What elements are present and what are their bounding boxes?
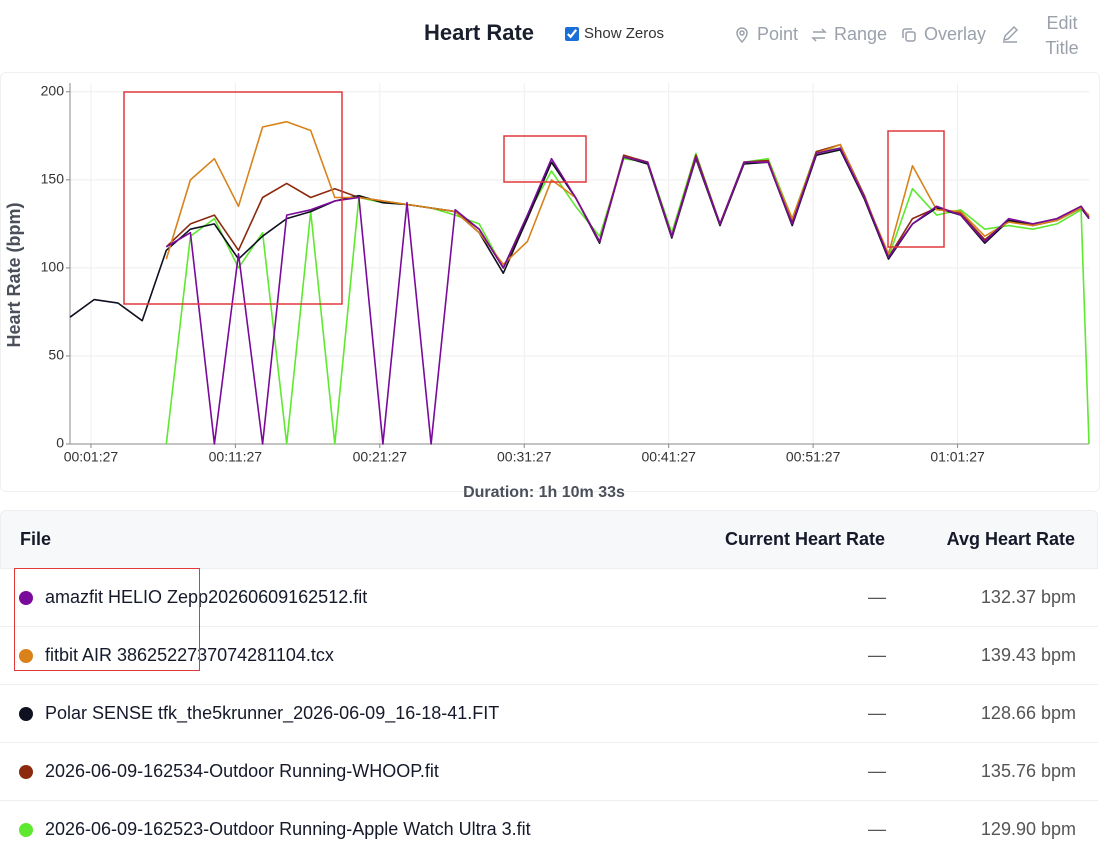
y-axis-label: Heart Rate (bpm)	[4, 202, 24, 347]
point-button[interactable]: Point	[733, 24, 798, 45]
toolbar: Heart Rate Show Zeros Point Range Overla…	[0, 0, 1110, 70]
label: Point	[757, 24, 799, 44]
file-name: fitbit AIR 3862522737074281104.tcx	[45, 645, 334, 665]
table-row[interactable]: Polar SENSE tfk_the5krunner_2026-06-09_1…	[0, 685, 1098, 743]
current-cell: —	[868, 761, 886, 781]
icon	[902, 27, 916, 42]
table-row[interactable]: amazfit HELIO Zepp20260609162512.fit — 132…	[0, 569, 1098, 627]
x-tick-label: 01:01:27	[930, 449, 985, 465]
file-name: 2026-06-09-162523-Outdoor Running-Apple …	[45, 819, 531, 839]
header-cell: File	[20, 529, 52, 549]
overlay-button[interactable]: Overlay	[900, 24, 986, 45]
file-cell: Polar SENSE tfk_the5krunner_2026-06-09_1…	[19, 685, 499, 742]
avg-cell: 132.37 bpm	[980, 587, 1076, 607]
table-row[interactable]: fitbit AIR 3862522737074281104.tcx — 139.4…	[0, 627, 1098, 685]
avg-cell: 135.76 bpm	[980, 761, 1076, 781]
annotation-box	[503, 135, 587, 183]
x-tick-label: 00:41:27	[641, 449, 696, 465]
color-dot	[19, 590, 33, 605]
checkbox[interactable]	[565, 26, 579, 41]
header-cell: Current Heart Rate	[724, 529, 885, 549]
series-line	[165, 143, 1090, 269]
file-cell: 2026-06-09-162523-Outdoor Running-Apple …	[19, 801, 531, 846]
x-tick-label: 00:01:27	[64, 449, 119, 465]
avg-cell: 128.66 bpm	[980, 703, 1076, 723]
y-tick-label: 100	[41, 259, 65, 275]
annotation-box	[123, 91, 343, 305]
current-cell: —	[868, 819, 886, 839]
edit-icon[interactable]	[1000, 24, 1020, 44]
table-row[interactable]: 2026-06-09-162523-Outdoor Running-Apple …	[0, 801, 1098, 846]
file-cell: fitbit AIR 3862522737074281104.tcx	[19, 627, 334, 684]
file-table: File Current Heart Rate Avg Heart Rate a…	[0, 510, 1098, 846]
table-row[interactable]: 2026-06-09-162534-Outdoor Running-WHOOP.…	[0, 743, 1098, 801]
avg-cell: 129.90 bpm	[980, 819, 1076, 839]
series-line	[165, 120, 1090, 266]
x-tick-label: 00:11:27	[209, 449, 263, 465]
icon	[736, 26, 748, 43]
show-zeros-toggle[interactable]: Show Zeros	[565, 25, 664, 42]
chart-title: Heart Rate	[424, 20, 535, 45]
label: Overlay	[924, 24, 987, 44]
color-dot	[19, 822, 33, 837]
chart-card	[0, 72, 1100, 492]
label: Range	[834, 24, 888, 44]
label: Show Zeros	[584, 25, 665, 42]
y-tick-label: 0	[56, 435, 64, 451]
current-cell: —	[868, 645, 886, 665]
y-tick-label: 150	[41, 171, 65, 187]
y-tick-label: 200	[41, 83, 65, 99]
x-tick-label: 00:21:27	[353, 449, 408, 465]
avg-cell: 139.43 bpm	[980, 645, 1076, 665]
x-tick-label: 00:51:27	[786, 449, 841, 465]
x-axis-label: Duration: 1h 10m 33s	[463, 484, 625, 501]
header-cell: Avg Heart Rate	[946, 529, 1075, 549]
file-name: Polar SENSE tfk_the5krunner_2026-06-09_1…	[45, 703, 500, 723]
y-tick-label: 50	[48, 347, 64, 363]
file-name: amazfit HELIO Zepp20260609162512.fit	[45, 587, 368, 607]
series-line	[165, 147, 1090, 445]
color-dot	[19, 764, 33, 779]
file-cell: amazfit HELIO Zepp20260609162512.fit	[19, 569, 367, 626]
current-cell: —	[868, 587, 886, 607]
icon	[811, 27, 827, 42]
file-cell: 2026-06-09-162534-Outdoor Running-WHOOP.…	[19, 743, 439, 800]
series-line	[165, 147, 1090, 445]
file-name: 2026-06-09-162534-Outdoor Running-WHOOP.…	[45, 761, 439, 781]
range-button[interactable]: Range	[810, 24, 887, 45]
color-dot	[19, 706, 33, 721]
table-header: File Current Heart Rate Avg Heart Rate	[0, 510, 1098, 569]
color-dot	[19, 648, 33, 663]
current-cell: —	[868, 703, 886, 723]
annotation-box	[887, 130, 945, 248]
annotation-box	[14, 568, 200, 671]
chart: 0 50 100 150 200 00:01:27 00:11:27 00:21:27 00:3…	[4, 83, 1090, 501]
edit-title-button[interactable]: Edit Title	[1045, 13, 1079, 58]
x-tick-label: 00:31:27	[497, 449, 552, 465]
